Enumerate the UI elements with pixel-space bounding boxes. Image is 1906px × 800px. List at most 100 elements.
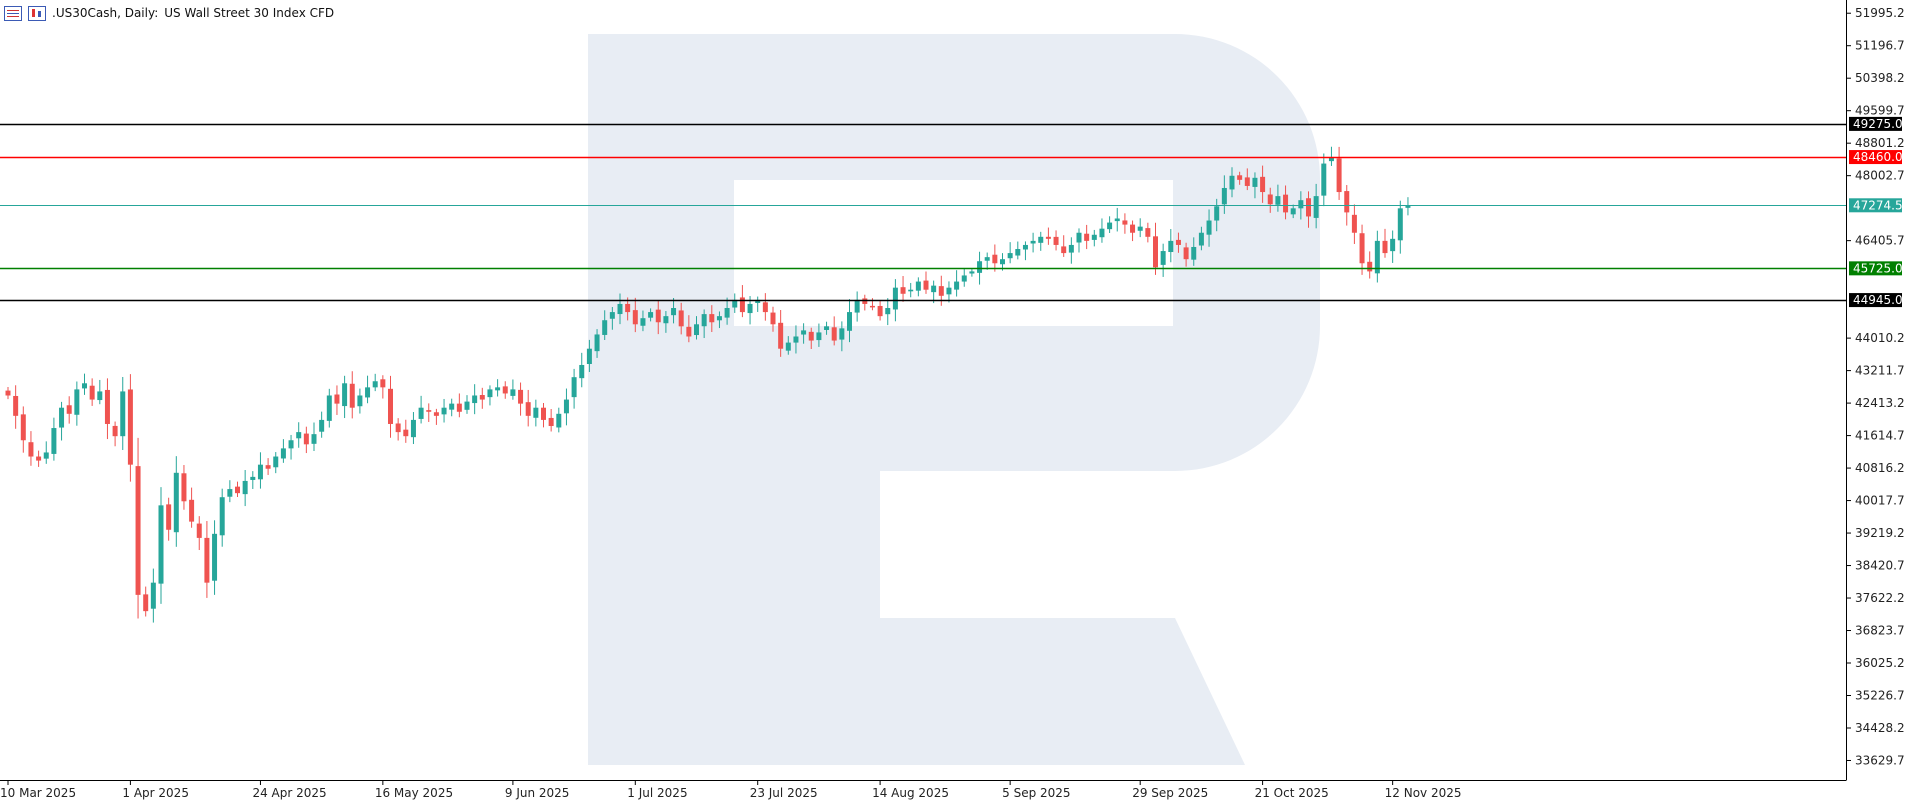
candle [548, 409, 554, 432]
symbol-label: .US30Cash, Daily: [52, 6, 159, 20]
candle-body [778, 322, 784, 349]
candle [1382, 228, 1388, 258]
candle [380, 375, 386, 399]
candle-body [1206, 220, 1212, 235]
y-tick-label: 43211.7 [1855, 364, 1905, 378]
candle [342, 375, 348, 419]
candle [831, 316, 837, 346]
candle [365, 375, 371, 404]
candle-body [395, 423, 401, 433]
candle [319, 411, 325, 438]
level-price-box [1849, 293, 1902, 308]
candle [586, 339, 592, 372]
candle-body [1022, 244, 1028, 250]
candle [908, 282, 914, 298]
candle-body [961, 275, 967, 282]
candle-body [655, 309, 661, 323]
candle-body [219, 497, 225, 536]
candle [189, 487, 195, 528]
candle [1359, 224, 1365, 275]
candle-body [357, 395, 363, 407]
candle-body [1298, 200, 1304, 209]
candle-body [265, 465, 271, 469]
level-price-box [1849, 150, 1902, 165]
candle-body [1145, 228, 1151, 237]
level-price-box [1849, 116, 1902, 131]
candle-body [487, 389, 493, 398]
level-price-box [1849, 198, 1902, 213]
candle-body [762, 302, 768, 313]
candle [1390, 230, 1396, 263]
candle [82, 373, 87, 395]
candle-body [1267, 194, 1273, 205]
candle-body [74, 389, 80, 415]
candle-body [1030, 240, 1036, 244]
candle [388, 375, 393, 438]
candle-body [1198, 232, 1204, 246]
candle-body [36, 456, 42, 461]
candle [785, 336, 791, 355]
candle [13, 385, 19, 429]
candle-body [1397, 208, 1403, 241]
candle [594, 329, 600, 358]
x-tick-label: 14 Aug 2025 [872, 786, 949, 800]
candle [487, 385, 493, 406]
candle [1145, 222, 1151, 243]
candle [311, 422, 317, 451]
candle [1221, 175, 1227, 214]
candle [127, 374, 133, 482]
x-tick-label: 16 May 2025 [375, 786, 453, 800]
y-tick-label: 33629.7 [1855, 753, 1905, 767]
x-tick-label: 1 Apr 2025 [122, 786, 189, 800]
candle [1328, 146, 1334, 166]
candle [135, 437, 141, 619]
candle [502, 381, 508, 399]
candle [1022, 241, 1028, 261]
candle-body [433, 412, 439, 416]
candle-body [694, 324, 699, 336]
candle-body [388, 388, 393, 424]
candle [51, 417, 57, 461]
candle [441, 398, 447, 423]
candle [1214, 198, 1220, 232]
candle-body [349, 383, 355, 408]
candle-body [678, 310, 684, 327]
candle-body [242, 480, 248, 495]
candle-body [1130, 224, 1136, 233]
y-tick-label: 38420.7 [1855, 559, 1905, 573]
candle [242, 470, 248, 507]
candle-body [885, 308, 891, 315]
candle-body [1153, 236, 1158, 268]
candle [456, 393, 462, 418]
candle-body [212, 533, 218, 581]
candle [433, 408, 439, 425]
candle-body [28, 442, 34, 457]
candle [877, 300, 883, 321]
candle [1160, 243, 1166, 277]
candle-body [839, 328, 845, 340]
candle [1267, 187, 1273, 213]
candle-body [1191, 246, 1197, 260]
y-tick-label: 36823.7 [1855, 624, 1905, 638]
candle [1053, 230, 1059, 251]
candle-body [1068, 244, 1074, 253]
candle-body [686, 326, 692, 337]
level-price-label: 48460.0 [1853, 150, 1903, 164]
candle [97, 379, 103, 405]
candle [326, 388, 332, 428]
menu-list-icon[interactable] [4, 5, 22, 21]
candle-body [120, 391, 126, 437]
candle [762, 293, 768, 321]
candle-body [1137, 226, 1143, 231]
candle-body [663, 316, 669, 324]
candle [288, 434, 294, 460]
candle-body [1260, 176, 1266, 193]
candle-body [1045, 236, 1051, 239]
candle-body [1053, 236, 1059, 245]
candle-body [104, 389, 110, 424]
candle [472, 384, 478, 415]
candle [770, 306, 776, 332]
candle [556, 407, 562, 433]
chart-type-icon[interactable] [28, 5, 46, 21]
